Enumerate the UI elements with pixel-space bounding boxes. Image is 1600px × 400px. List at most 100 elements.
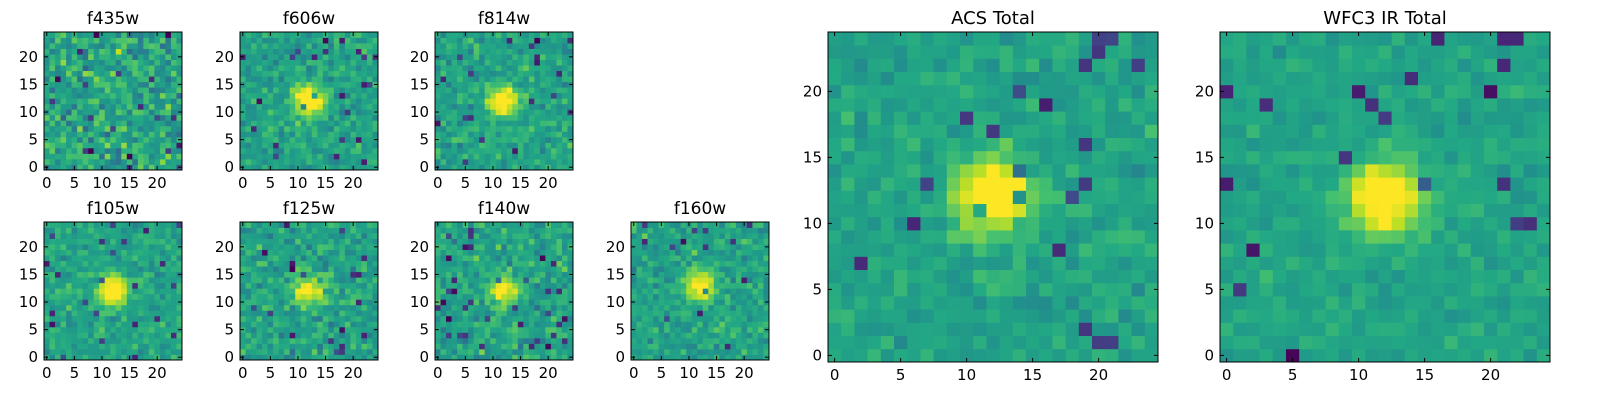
heatmap-cell xyxy=(71,48,78,55)
heatmap-cell xyxy=(66,43,72,49)
heatmap-cell xyxy=(251,37,257,44)
heatmap-cell xyxy=(528,337,535,344)
heatmap-cell xyxy=(973,164,987,178)
heatmap-cell xyxy=(724,222,731,228)
heatmap-cell xyxy=(55,70,61,77)
heatmap-cell xyxy=(289,271,296,278)
heatmap-cell xyxy=(284,147,291,154)
heatmap-cell xyxy=(451,343,458,350)
heatmap-cell xyxy=(132,153,139,160)
heatmap-cell xyxy=(328,92,335,99)
heatmap-cell xyxy=(973,269,987,284)
heatmap-cell xyxy=(468,153,475,160)
heatmap-cell xyxy=(1092,190,1106,204)
heatmap-cell xyxy=(240,343,246,350)
heatmap-cell xyxy=(366,120,373,127)
heatmap-cell xyxy=(311,136,318,143)
heatmap-cell xyxy=(517,158,524,165)
heatmap-cell xyxy=(121,147,128,154)
heatmap-cell xyxy=(344,227,351,234)
heatmap-cell xyxy=(88,288,95,295)
heatmap-cell xyxy=(273,266,280,273)
heatmap-cell xyxy=(468,120,475,127)
heatmap-cell xyxy=(528,98,535,105)
heatmap-cell xyxy=(82,249,89,256)
heatmap-cell xyxy=(262,321,268,328)
heatmap-cell xyxy=(691,343,698,350)
heatmap-cell xyxy=(256,48,263,55)
x-tick-label: 20 xyxy=(539,364,558,382)
heatmap-cell xyxy=(93,310,100,317)
heatmap-cell xyxy=(550,288,557,295)
heatmap-cell xyxy=(763,227,770,234)
heatmap-cell xyxy=(267,114,274,121)
heatmap-cell xyxy=(311,87,318,94)
heatmap-cell xyxy=(999,256,1014,270)
heatmap-cell xyxy=(539,109,546,116)
heatmap-cell xyxy=(88,54,95,60)
heatmap-cell xyxy=(137,326,144,333)
heatmap-cell xyxy=(289,222,296,228)
heatmap-cell xyxy=(339,98,346,105)
heatmap-cell xyxy=(104,348,111,355)
heatmap-cell xyxy=(556,70,563,77)
heatmap-cell xyxy=(746,315,753,322)
heatmap-cell xyxy=(561,277,568,284)
heatmap-cell xyxy=(110,153,117,160)
heatmap-cell xyxy=(115,136,122,143)
heatmap-cell xyxy=(517,153,524,160)
heatmap-cell xyxy=(523,136,530,143)
heatmap-cell xyxy=(350,87,357,94)
heatmap-cell xyxy=(355,153,362,160)
heatmap-cell xyxy=(999,296,1014,310)
heatmap-cell xyxy=(642,299,648,306)
heatmap-cell xyxy=(339,164,346,171)
heatmap-cell xyxy=(267,299,274,306)
heatmap-cell xyxy=(462,255,469,262)
heatmap-cell xyxy=(55,142,61,149)
heatmap-cell xyxy=(137,92,144,99)
heatmap-cell xyxy=(66,164,72,171)
heatmap-cell xyxy=(561,147,568,154)
heatmap-cell xyxy=(44,255,50,262)
heatmap-cell xyxy=(440,76,447,83)
heatmap-cell xyxy=(322,337,329,344)
heatmap-cell xyxy=(1039,203,1053,218)
heatmap-cell xyxy=(708,255,715,262)
heatmap-cell xyxy=(154,337,161,344)
heatmap-cell xyxy=(680,348,687,355)
heatmap-cell xyxy=(1052,348,1066,363)
heatmap-cell xyxy=(479,227,486,234)
heatmap-cell xyxy=(137,109,144,116)
heatmap-cell xyxy=(534,249,541,256)
heatmap-cell xyxy=(653,348,659,355)
y-tick-label: 0 xyxy=(28,158,38,176)
heatmap-cell xyxy=(273,32,280,38)
heatmap-cell xyxy=(686,233,693,239)
heatmap-cell xyxy=(115,103,122,110)
heatmap-cell xyxy=(561,164,568,171)
heatmap-cell xyxy=(44,87,50,94)
heatmap-cell xyxy=(545,158,552,165)
heatmap-cell xyxy=(66,120,72,127)
heatmap-cell xyxy=(1065,203,1080,218)
heatmap-cell xyxy=(462,65,469,72)
heatmap-cell xyxy=(473,337,480,344)
heatmap-cell xyxy=(372,147,379,154)
heatmap-cell xyxy=(1144,296,1159,310)
heatmap-cell xyxy=(60,136,67,143)
heatmap-cell xyxy=(664,299,671,306)
heatmap-cell xyxy=(545,109,552,116)
heatmap-cell xyxy=(473,271,480,278)
heatmap-cell xyxy=(66,255,72,262)
heatmap-cell xyxy=(986,150,1000,165)
heatmap-cell xyxy=(658,233,665,239)
heatmap-cell xyxy=(137,142,144,149)
y-tick-label: 15 xyxy=(410,75,429,93)
heatmap-cell xyxy=(115,147,122,154)
heatmap-cell xyxy=(82,131,89,138)
heatmap-cell xyxy=(495,343,502,350)
heatmap-cell xyxy=(567,147,574,154)
heatmap-cell xyxy=(77,109,84,116)
heatmap-cell xyxy=(708,293,715,300)
